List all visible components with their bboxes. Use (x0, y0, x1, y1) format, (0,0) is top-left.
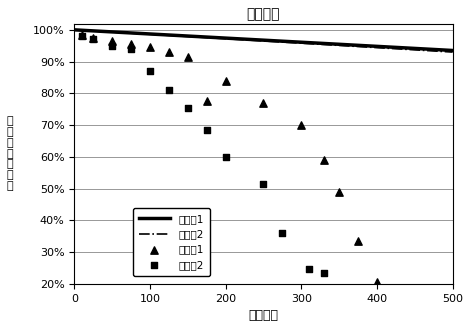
对比例2 (203, 127, 211, 133)
对比例1 (89, 35, 97, 40)
对比例2 (109, 43, 116, 48)
对比例2 (78, 34, 86, 39)
对比例2 (260, 181, 267, 187)
对比例1 (335, 189, 343, 194)
对比例1 (78, 32, 86, 37)
对比例2 (89, 37, 97, 42)
对比例1 (320, 157, 328, 163)
X-axis label: 循环次数: 循环次数 (249, 309, 278, 322)
对比例1 (373, 280, 381, 285)
对比例2 (305, 267, 313, 272)
Legend: 实施例1, 实施例2, 对比例1, 对比例2: 实施例1, 实施例2, 对比例1, 对比例2 (133, 208, 210, 276)
对比例1 (109, 38, 116, 43)
对比例1 (146, 45, 154, 50)
对比例2 (184, 105, 192, 110)
对比例1 (127, 41, 135, 47)
对比例1 (184, 54, 192, 60)
对比例1 (203, 99, 211, 104)
对比例2 (222, 154, 229, 160)
对比例1 (165, 49, 172, 55)
Title: 循环曲线: 循环曲线 (247, 7, 280, 21)
对比例2 (279, 230, 286, 236)
对比例1 (260, 100, 267, 106)
对比例2 (165, 88, 172, 93)
对比例1 (222, 78, 229, 83)
Y-axis label: 组
放
电
量
保
持
率: 组 放 电 量 保 持 率 (7, 116, 14, 191)
对比例2 (320, 270, 328, 275)
对比例2 (127, 46, 135, 52)
对比例1 (354, 238, 362, 243)
对比例1 (298, 122, 305, 128)
对比例2 (146, 68, 154, 74)
